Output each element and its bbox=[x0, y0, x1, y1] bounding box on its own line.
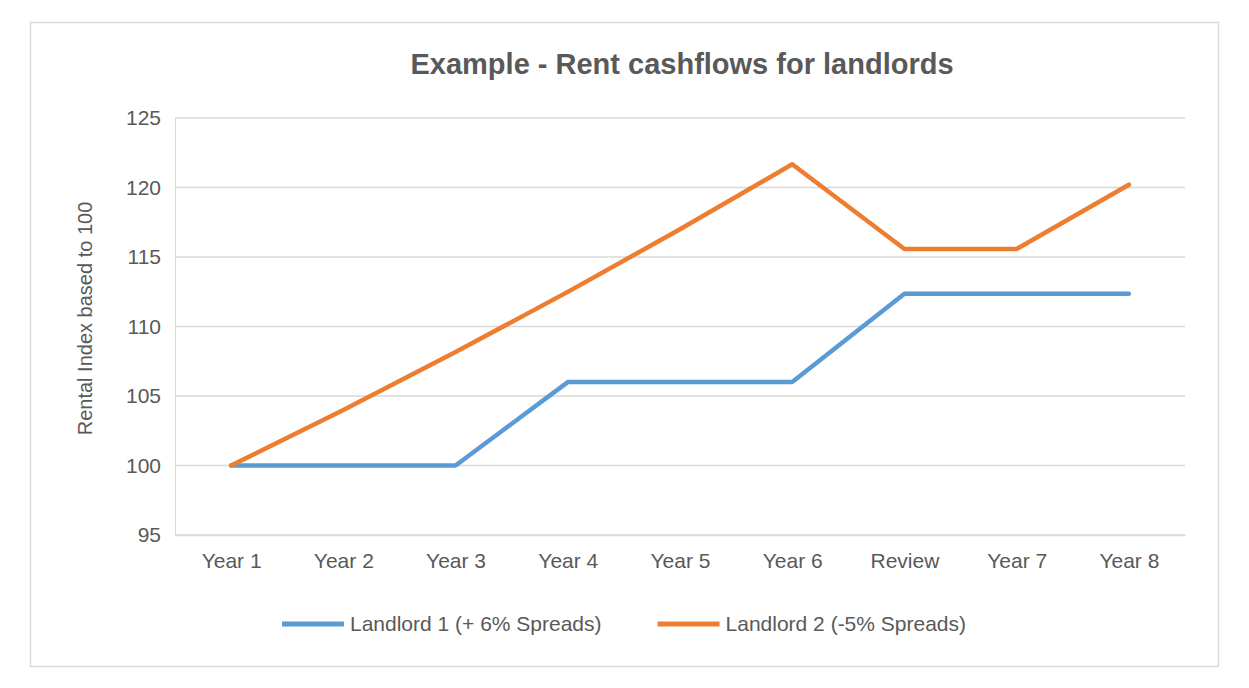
legend-label: Landlord 2 (-5% Spreads) bbox=[726, 612, 966, 635]
y-axis: 95 100 105 110 115 120 125 bbox=[126, 106, 176, 546]
y-tick-label: 125 bbox=[126, 106, 161, 129]
y-tick: 125 bbox=[126, 106, 175, 129]
legend-item: Landlord 1 (+ 6% Spreads) bbox=[282, 612, 602, 635]
grid-line bbox=[175, 395, 1185, 397]
y-tick: 115 bbox=[128, 245, 175, 268]
y-tick: 110 bbox=[128, 315, 175, 338]
x-tick: Year 1 bbox=[202, 535, 262, 572]
y-tick: 95 bbox=[138, 523, 175, 546]
x-tick-label: Year 5 bbox=[651, 549, 711, 572]
y-tick-label: 110 bbox=[128, 315, 161, 338]
grid-line bbox=[175, 326, 1185, 328]
grid-line bbox=[175, 534, 1185, 536]
x-tick: Year 5 bbox=[651, 535, 711, 572]
y-tick-label: 105 bbox=[126, 384, 161, 407]
grid-line bbox=[175, 187, 1185, 189]
legend-label: Landlord 1 (+ 6% Spreads) bbox=[350, 612, 602, 635]
x-axis-line bbox=[176, 535, 1186, 537]
x-tick: Year 2 bbox=[314, 535, 374, 572]
y-tick: 105 bbox=[126, 384, 175, 407]
x-tick-label: Year 4 bbox=[538, 549, 598, 572]
series-line bbox=[231, 294, 1129, 466]
grid-line bbox=[175, 117, 1185, 119]
y-axis-line bbox=[175, 119, 176, 536]
y-tick: 120 bbox=[126, 176, 175, 199]
y-axis-title: Rental Index based to 100 bbox=[74, 202, 96, 436]
chart: 95100105110115120125Year 1Year 2Year 3Ye… bbox=[0, 0, 1249, 688]
x-tick-label: Year 6 bbox=[763, 549, 823, 572]
grid bbox=[175, 118, 1185, 535]
y-tick-label: 115 bbox=[128, 245, 161, 268]
legend-swatch bbox=[658, 622, 720, 627]
x-tick-label: Year 1 bbox=[202, 549, 262, 572]
legend-item: Landlord 2 (-5% Spreads) bbox=[658, 612, 966, 635]
x-tick-label: Year 2 bbox=[314, 549, 374, 572]
x-tick-label: Year 8 bbox=[1099, 549, 1159, 572]
title: Example - Rent cashflows for landlords bbox=[410, 48, 953, 80]
x-tick-label: Year 3 bbox=[426, 549, 486, 572]
y-tick-label: 120 bbox=[126, 176, 161, 199]
series-lines bbox=[231, 164, 1129, 465]
x-tick-label: Review bbox=[871, 549, 941, 572]
legend-swatch bbox=[282, 622, 344, 627]
x-tick: Year 8 bbox=[1099, 535, 1159, 572]
x-tick: Review bbox=[871, 535, 941, 572]
series-line bbox=[231, 164, 1129, 465]
x-tick: Year 6 bbox=[763, 535, 823, 572]
y-tick-label: 100 bbox=[126, 454, 161, 477]
y-tick-label: 95 bbox=[138, 523, 161, 546]
x-tick: Year 4 bbox=[538, 535, 598, 572]
chart-frame bbox=[31, 23, 1219, 667]
x-tick: Year 3 bbox=[426, 535, 486, 572]
x-axis: Year 1 Year 2 Year 3 Year 4 Year 5 Year 6 Revi… bbox=[176, 535, 1186, 572]
x-tick: Year 7 bbox=[987, 535, 1047, 572]
grid-line bbox=[175, 256, 1185, 258]
legend: Landlord 1 (+ 6% Spreads) Landlord 2 (-5%… bbox=[282, 612, 966, 635]
y-tick: 100 bbox=[126, 454, 175, 477]
x-tick-label: Year 7 bbox=[987, 549, 1047, 572]
